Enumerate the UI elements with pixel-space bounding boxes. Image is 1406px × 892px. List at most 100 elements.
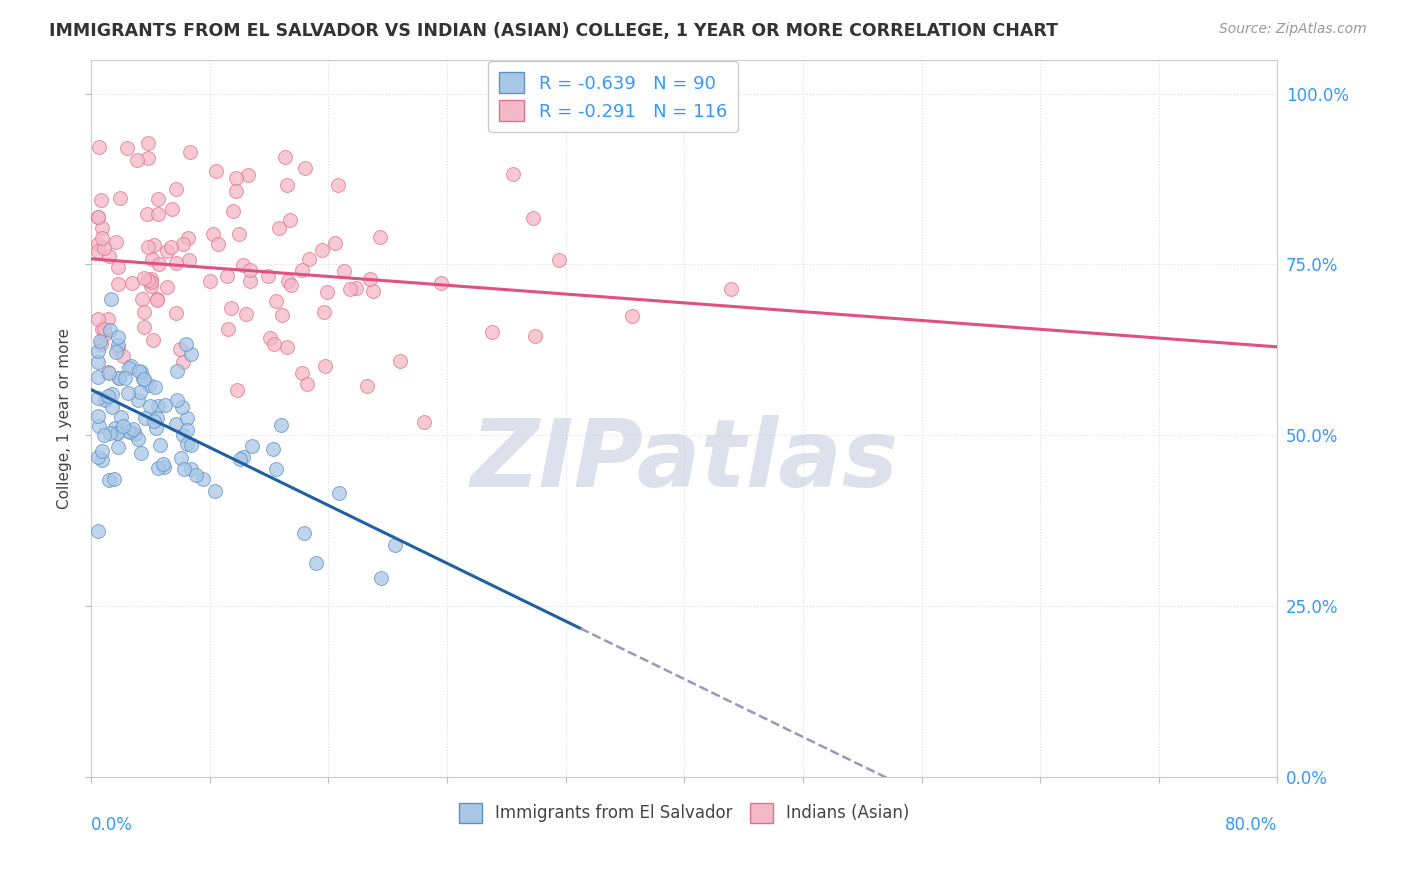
Point	[107, 330, 129, 344]
Point	[412, 415, 434, 429]
Point	[148, 257, 170, 271]
Point	[117, 424, 139, 438]
Point	[139, 400, 162, 414]
Point	[100, 400, 122, 414]
Point	[356, 379, 378, 393]
Point	[217, 321, 239, 335]
Text: 80.0%: 80.0%	[1225, 816, 1278, 834]
Point	[548, 252, 571, 267]
Point	[326, 178, 349, 192]
Point	[344, 281, 367, 295]
Point	[138, 377, 160, 392]
Point	[156, 244, 179, 259]
Point	[87, 344, 110, 359]
Point	[98, 425, 121, 440]
Point	[145, 410, 167, 425]
Point	[98, 366, 121, 380]
Point	[314, 305, 336, 319]
Point	[298, 252, 321, 266]
Point	[169, 342, 191, 356]
Point	[305, 556, 328, 570]
Point	[143, 414, 166, 428]
Point	[297, 376, 319, 391]
Point	[141, 275, 163, 289]
Point	[105, 426, 128, 441]
Point	[177, 231, 200, 245]
Point	[134, 271, 156, 285]
Point	[170, 400, 193, 414]
Point	[165, 417, 187, 431]
Point	[146, 292, 169, 306]
Point	[166, 364, 188, 378]
Point	[621, 310, 644, 324]
Point	[94, 327, 117, 342]
Point	[215, 268, 238, 283]
Point	[131, 372, 153, 386]
Point	[165, 306, 187, 320]
Point	[361, 285, 384, 299]
Point	[166, 181, 188, 195]
Point	[87, 391, 110, 405]
Point	[107, 277, 129, 291]
Point	[87, 237, 110, 252]
Point	[117, 385, 139, 400]
Point	[90, 322, 112, 336]
Point	[136, 136, 159, 150]
Point	[146, 399, 169, 413]
Point	[108, 371, 131, 385]
Point	[238, 263, 260, 277]
Point	[228, 227, 250, 241]
Point	[90, 337, 112, 351]
Point	[323, 236, 346, 251]
Point	[104, 421, 127, 435]
Point	[176, 411, 198, 425]
Point	[153, 459, 176, 474]
Point	[87, 311, 110, 326]
Point	[145, 421, 167, 435]
Point	[107, 260, 129, 275]
Point	[278, 213, 301, 227]
Point	[311, 243, 333, 257]
Legend: Immigrants from El Salvador, Indians (Asian): Immigrants from El Salvador, Indians (As…	[453, 797, 917, 830]
Point	[110, 409, 132, 424]
Point	[91, 444, 114, 458]
Point	[129, 365, 152, 379]
Point	[87, 450, 110, 464]
Point	[280, 277, 302, 292]
Point	[229, 452, 252, 467]
Point	[160, 240, 183, 254]
Point	[172, 237, 194, 252]
Point	[103, 472, 125, 486]
Point	[191, 472, 214, 486]
Point	[87, 409, 110, 424]
Point	[198, 274, 221, 288]
Point	[180, 346, 202, 360]
Point	[104, 345, 127, 359]
Point	[359, 272, 381, 286]
Point	[291, 263, 314, 277]
Point	[176, 437, 198, 451]
Point	[264, 462, 287, 476]
Point	[291, 366, 314, 380]
Point	[148, 207, 170, 221]
Point	[97, 366, 120, 380]
Point	[172, 428, 194, 442]
Text: IMMIGRANTS FROM EL SALVADOR VS INDIAN (ASIAN) COLLEGE, 1 YEAR OR MORE CORRELATIO: IMMIGRANTS FROM EL SALVADOR VS INDIAN (A…	[49, 22, 1059, 40]
Point	[264, 293, 287, 308]
Point	[89, 139, 111, 153]
Point	[179, 252, 201, 267]
Point	[93, 322, 115, 336]
Point	[136, 207, 159, 221]
Point	[153, 398, 176, 412]
Point	[90, 193, 112, 207]
Point	[204, 164, 226, 178]
Point	[179, 145, 201, 159]
Point	[152, 457, 174, 471]
Point	[98, 323, 121, 337]
Point	[118, 425, 141, 440]
Point	[87, 370, 110, 384]
Point	[165, 256, 187, 270]
Point	[276, 178, 298, 192]
Point	[720, 282, 742, 296]
Point	[141, 252, 163, 267]
